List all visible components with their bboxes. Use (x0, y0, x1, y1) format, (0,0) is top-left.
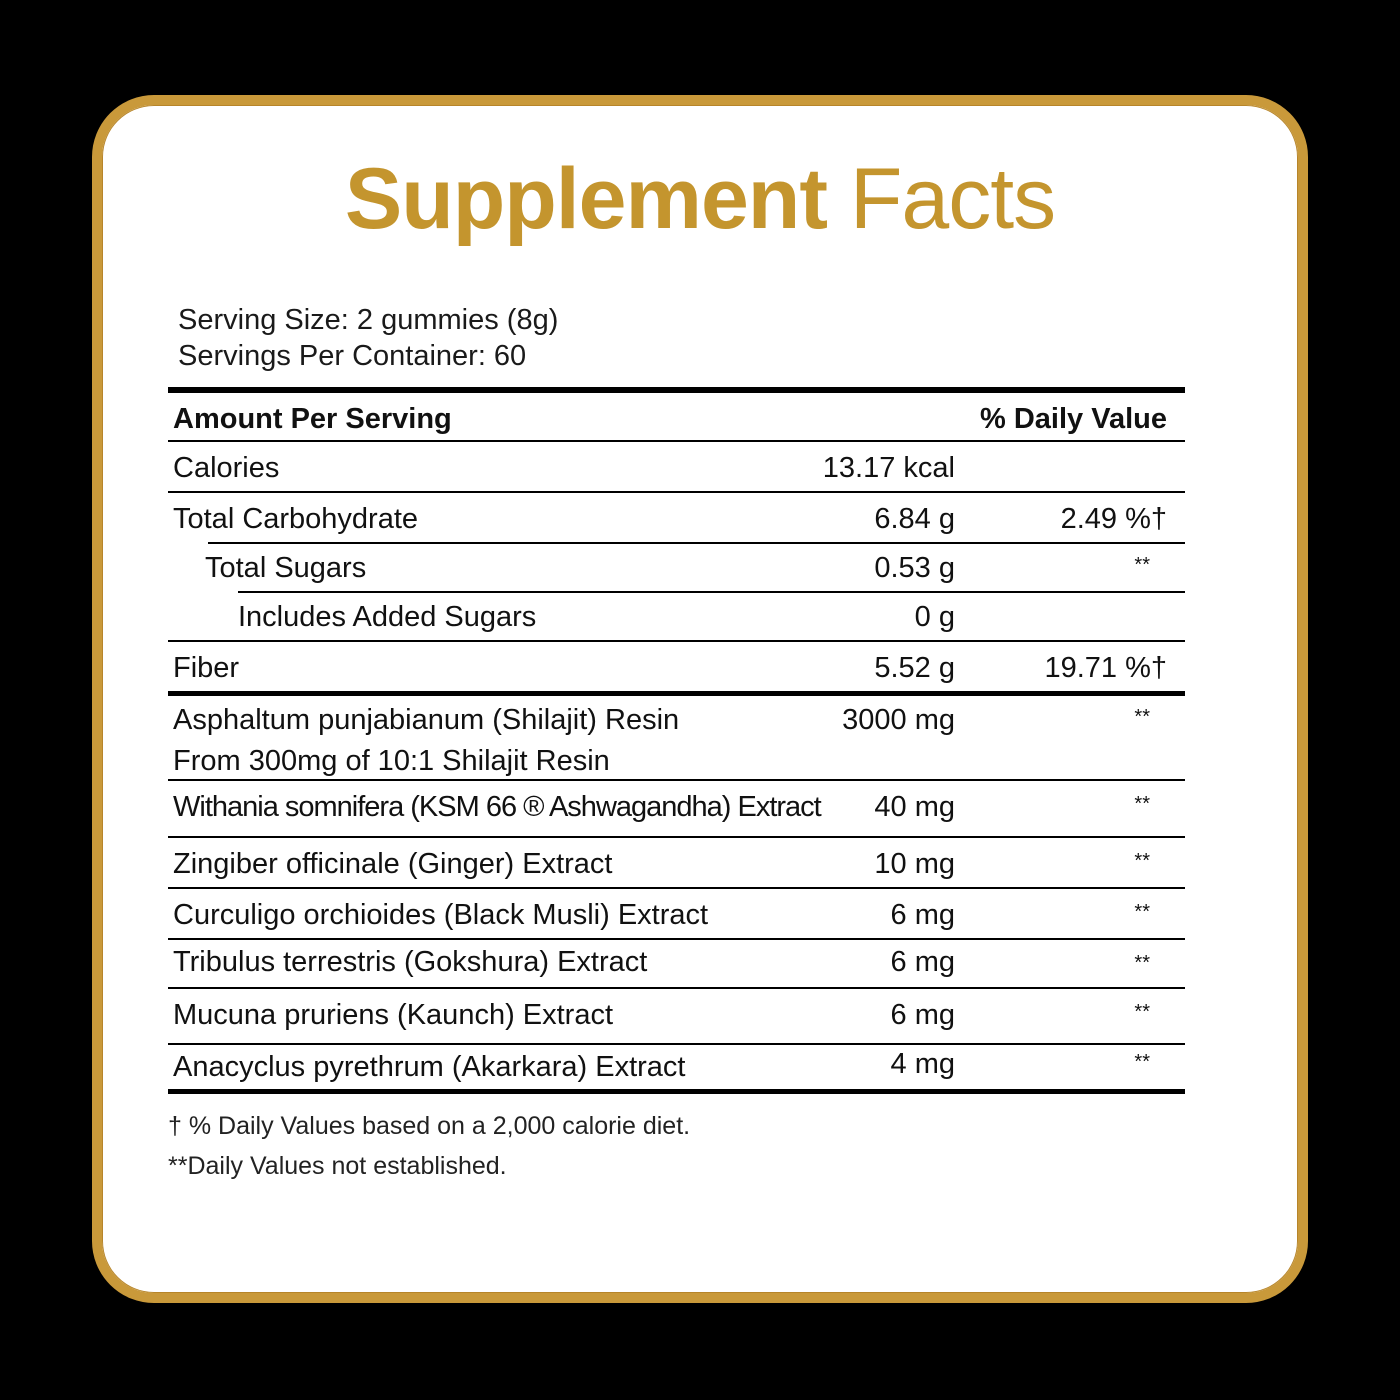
amount-header: Amount Per Serving (173, 403, 452, 435)
row-amount: 5.52 g (874, 652, 955, 684)
table-row: Anacyclus pyrethrum (Akarkara) Extract 4… (168, 1045, 1185, 1094)
table-row: Withania somnifera (KSM 66 ® Ashwagandha… (168, 781, 1185, 838)
table-row: Includes Added Sugars 0 g (168, 591, 1185, 642)
row-amount: 6 mg (890, 946, 955, 978)
page-title: Supplement Facts (0, 150, 1400, 249)
row-name: Tribulus terrestris (Gokshura) Extract (173, 946, 648, 978)
supplement-facts-card (92, 95, 1308, 1303)
row-name: Zingiber officinale (Ginger) Extract (173, 848, 613, 880)
row-amount: 10 mg (874, 848, 955, 880)
row-dv: ** (1134, 706, 1150, 728)
row-amount: 6 mg (890, 899, 955, 931)
row-name: Curculigo orchioides (Black Musli) Extra… (173, 899, 709, 931)
table-header: Amount Per Serving % Daily Value (168, 393, 1185, 442)
row-name: Includes Added Sugars (238, 601, 537, 633)
table-row: Asphaltum punjabianum (Shilajit) Resin F… (168, 696, 1185, 781)
row-amount: 4 mg (890, 1048, 955, 1080)
footnote-daily-value: † % Daily Values based on a 2,000 calori… (168, 1112, 691, 1140)
table-row: Tribulus terrestris (Gokshura) Extract 6… (168, 940, 1185, 989)
row-dv: 19.71 %† (1044, 652, 1167, 684)
serving-size: Serving Size: 2 gummies (8g) (178, 304, 559, 336)
table-row: Mucuna pruriens (Kaunch) Extract 6 mg ** (168, 989, 1185, 1045)
row-dv: ** (1134, 850, 1150, 872)
table-row: Zingiber officinale (Ginger) Extract 10 … (168, 838, 1185, 889)
row-dv: ** (1134, 1051, 1150, 1073)
row-amount: 6.84 g (874, 503, 955, 535)
row-name: Fiber (173, 652, 240, 684)
row-dv: 2.49 %† (1060, 503, 1167, 535)
table-row: Total Carbohydrate 6.84 g 2.49 %† (168, 493, 1185, 544)
row-name: Mucuna pruriens (Kaunch) Extract (173, 999, 614, 1031)
row-dv: ** (1134, 901, 1150, 923)
table-row: Total Sugars 0.53 g ** (168, 542, 1185, 593)
footnote-not-established: **Daily Values not established. (168, 1152, 507, 1180)
row-dv: ** (1134, 952, 1150, 974)
row-amount: 40 mg (874, 791, 955, 823)
row-amount: 13.17 kcal (822, 452, 955, 484)
row-dv: ** (1134, 1001, 1150, 1023)
row-name: Asphaltum punjabianum (Shilajit) Resin (173, 704, 680, 736)
row-amount: 3000 mg (842, 704, 955, 736)
table-row: Curculigo orchioides (Black Musli) Extra… (168, 889, 1185, 940)
row-name: Withania somnifera (KSM 66 ® Ashwagandha… (173, 791, 822, 823)
row-subname: From 300mg of 10:1 Shilajit Resin (173, 745, 610, 777)
title-bold: Supplement (344, 151, 828, 247)
table-row: Calories 13.17 kcal (168, 442, 1185, 493)
dv-header: % Daily Value (980, 403, 1167, 435)
servings-per-container: Servings Per Container: 60 (178, 340, 527, 372)
row-name: Anacyclus pyrethrum (Akarkara) Extract (173, 1051, 686, 1083)
row-amount: 0.53 g (874, 552, 955, 584)
row-name: Total Sugars (205, 552, 367, 584)
table-row: Fiber 5.52 g 19.71 %† (168, 642, 1185, 696)
row-dv: ** (1134, 554, 1150, 576)
title-regular: Facts (849, 151, 1056, 247)
row-dv: ** (1134, 793, 1150, 815)
facts-table: Amount Per Serving % Daily Value Calorie… (168, 387, 1185, 1094)
row-name: Total Carbohydrate (173, 503, 419, 535)
row-amount: 6 mg (890, 999, 955, 1031)
row-name: Calories (173, 452, 280, 484)
row-amount: 0 g (914, 601, 955, 633)
